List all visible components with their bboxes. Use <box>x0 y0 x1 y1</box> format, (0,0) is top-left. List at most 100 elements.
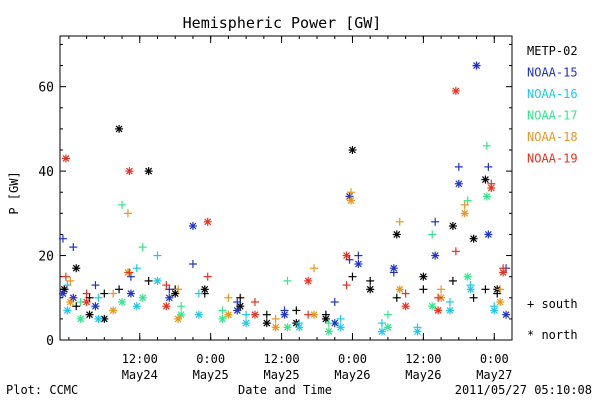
point-north-noaa-17 <box>177 310 186 319</box>
point-north-noaa-16 <box>378 327 387 336</box>
point-north-noaa-19 <box>401 302 410 311</box>
point-south-metp-02 <box>262 310 271 319</box>
x-tick-label-date: May24 <box>122 368 158 382</box>
point-north-noaa-15 <box>330 319 339 328</box>
point-north-noaa-18 <box>271 323 280 332</box>
point-south-noaa-18 <box>437 285 446 294</box>
point-north-noaa-19 <box>487 184 496 192</box>
point-north-noaa-15 <box>58 289 67 298</box>
point-south-metp-02 <box>419 285 428 294</box>
series-noaa-16 <box>63 251 499 336</box>
point-north-noaa-18 <box>395 285 404 294</box>
point-south-noaa-16 <box>336 314 345 323</box>
point-north-noaa-19 <box>61 154 70 163</box>
point-south-noaa-18 <box>224 293 233 302</box>
y-tick-label: 0 <box>46 334 54 349</box>
series-noaa-19 <box>61 86 508 319</box>
point-north-noaa-15 <box>233 306 242 315</box>
point-south-noaa-17 <box>383 310 392 319</box>
x-tick-label-date: May25 <box>193 368 229 382</box>
legend-entry: NOAA-16 <box>527 87 578 101</box>
plot-area: 0 20 40 60 12:00 May24 0:00 May25 12:00 May25 0:00… <box>38 35 513 382</box>
point-north-metp-02 <box>348 146 357 154</box>
point-south-noaa-17 <box>482 141 491 150</box>
point-south-noaa-15 <box>165 285 174 294</box>
point-south-noaa-19 <box>401 289 410 298</box>
point-north-noaa-16 <box>94 314 103 323</box>
point-north-noaa-17 <box>463 272 472 281</box>
point-north-noaa-17 <box>383 323 392 332</box>
point-north-metp-02 <box>115 124 124 133</box>
point-south-noaa-16 <box>194 289 203 298</box>
point-north-noaa-19 <box>451 86 460 95</box>
point-south-noaa-19 <box>434 293 443 302</box>
point-north-noaa-15 <box>502 310 511 319</box>
point-north-noaa-17 <box>283 323 292 332</box>
point-north-noaa-19 <box>125 167 134 176</box>
point-south-noaa-19 <box>451 247 460 256</box>
point-south-noaa-15 <box>126 272 135 281</box>
point-south-noaa-19 <box>162 281 171 290</box>
point-south-noaa-19 <box>125 268 134 277</box>
point-south-noaa-19 <box>342 281 351 290</box>
point-south-noaa-17 <box>283 276 292 285</box>
point-north-noaa-16 <box>413 327 422 336</box>
point-north-noaa-16 <box>153 276 162 285</box>
point-north-noaa-16 <box>194 310 203 319</box>
point-south-noaa-17 <box>177 302 186 311</box>
series-noaa-15 <box>58 61 511 328</box>
point-south-noaa-16 <box>445 298 454 306</box>
point-south-noaa-17 <box>118 200 127 209</box>
point-south-noaa-15 <box>454 162 463 171</box>
point-north-noaa-15 <box>484 230 493 239</box>
point-north-noaa-15 <box>454 179 463 188</box>
point-north-noaa-15 <box>389 264 398 273</box>
point-north-noaa-16 <box>132 302 141 311</box>
point-south-noaa-16 <box>63 281 72 290</box>
x-tick-label: 12:00 <box>122 352 158 366</box>
point-south-noaa-18 <box>174 285 183 294</box>
point-north-noaa-19 <box>203 217 212 226</box>
marker-legend: + south * north <box>527 297 578 342</box>
series-noaa-18 <box>66 188 505 332</box>
plot-frame <box>59 35 513 341</box>
point-north-metp-02 <box>469 234 478 243</box>
point-south-noaa-18 <box>271 314 280 323</box>
x-tick-label-date: May26 <box>334 368 370 382</box>
point-south-noaa-15 <box>233 298 242 306</box>
legend-entry: NOAA-17 <box>527 109 578 123</box>
point-south-metp-02 <box>481 285 490 294</box>
point-south-noaa-18 <box>346 188 355 197</box>
point-south-metp-02 <box>448 276 457 285</box>
x-tick-label: 0:00 <box>196 352 225 366</box>
point-south-noaa-18 <box>460 200 469 209</box>
point-north-noaa-18 <box>346 196 355 205</box>
point-south-noaa-17 <box>324 319 333 328</box>
point-south-noaa-15 <box>91 281 100 290</box>
point-south-noaa-15 <box>345 255 354 264</box>
x-tick-label: 12:00 <box>264 352 300 366</box>
point-north-noaa-18 <box>174 314 183 323</box>
point-north-noaa-19 <box>304 276 313 285</box>
point-north-noaa-18 <box>310 310 319 319</box>
point-south-metp-02 <box>100 289 109 298</box>
point-north-metp-02 <box>144 167 153 176</box>
point-north-noaa-18 <box>109 306 118 315</box>
point-north-noaa-19 <box>250 310 259 319</box>
point-south-noaa-19 <box>82 289 91 298</box>
point-north-metp-02 <box>419 272 428 281</box>
point-south-noaa-18 <box>109 289 118 298</box>
point-south-metp-02 <box>85 293 94 302</box>
point-south-noaa-17 <box>138 243 147 252</box>
chart-title: Hemispheric Power [GW] <box>183 14 382 32</box>
point-south-noaa-18 <box>395 217 404 226</box>
point-north-noaa-15 <box>472 61 481 70</box>
x-tick-label-date: May27 <box>476 368 512 382</box>
point-north-noaa-19 <box>82 298 91 306</box>
point-south-noaa-15 <box>330 298 339 306</box>
point-north-noaa-16 <box>445 306 454 315</box>
point-north-noaa-15 <box>431 251 440 260</box>
point-north-noaa-17 <box>218 314 227 323</box>
point-south-noaa-19 <box>304 310 313 319</box>
